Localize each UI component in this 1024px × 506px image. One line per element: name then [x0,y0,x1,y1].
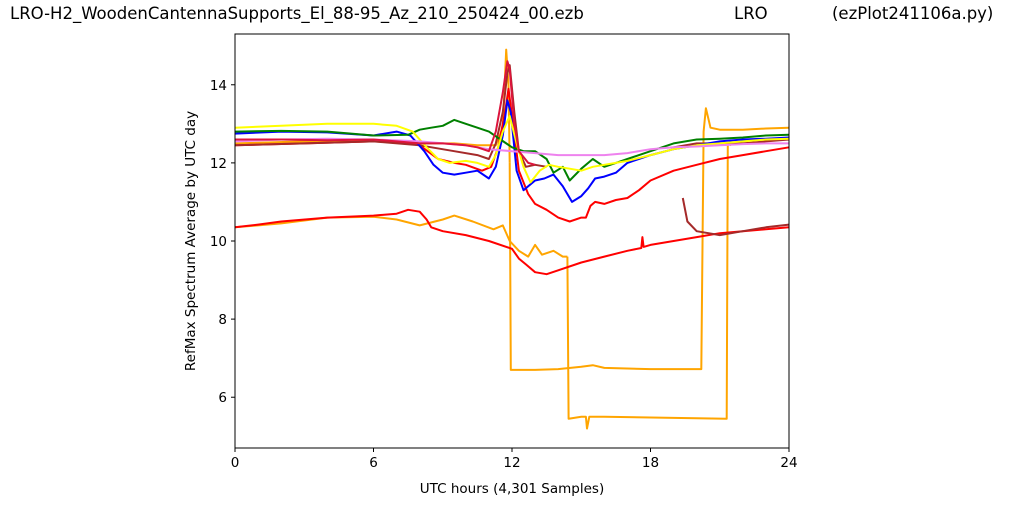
y-axis-label: RefMax Spectrum Average by UTC day [183,111,199,371]
y-tick-label: 10 [210,234,227,250]
series-line-14 [235,60,536,166]
series-layer [234,48,790,430]
x-tick-label: 24 [780,455,797,471]
station-label: LRO [734,4,768,23]
y-tick-label: 12 [210,156,227,172]
y-tick-label: 6 [218,390,227,406]
script-label: (ezPlot241106a.py) [832,4,994,23]
file-title: LRO-H2_WoodenCantennaSupports_El_88-95_A… [10,4,584,23]
axis-layer: 0 6 12 18 24 6 8 10 12 14 [210,78,798,471]
series-line-5 [234,208,790,276]
y-tick-label: 8 [218,312,227,328]
y-tick-label: 14 [210,78,227,94]
series-line-1 [234,214,568,258]
x-tick-label: 0 [231,455,240,471]
series-line-12 [234,115,790,184]
x-axis-label: UTC hours (4,301 Samples) [420,481,604,497]
series-line-11 [234,118,790,182]
series-line-8 [681,197,790,237]
series-line-7 [234,64,547,168]
series-line-4 [566,142,732,430]
x-tick-label: 18 [642,455,659,471]
series-line-3 [508,107,790,371]
x-tick-label: 12 [503,455,520,471]
x-tick-label: 6 [369,455,378,471]
